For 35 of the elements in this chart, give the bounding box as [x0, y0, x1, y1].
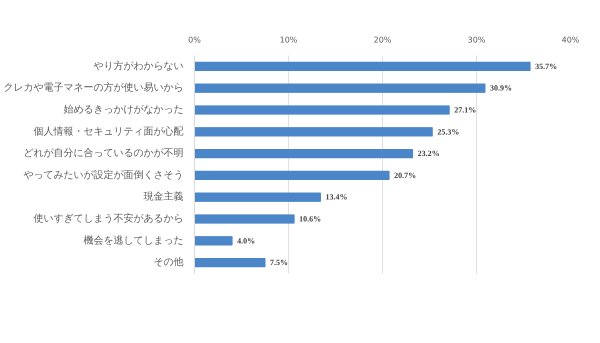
x-tick-label: 30%: [468, 36, 486, 44]
bar: [194, 236, 233, 246]
y-tick-label: どれが自分に合っているのかが不明: [24, 147, 184, 160]
y-tick-label: 機会を逃してしまった: [84, 234, 184, 246]
bar: [194, 105, 450, 115]
y-tick-label: やってみたいが設定が面倒くさそう: [24, 168, 184, 181]
y-tick-label: クレカや電子マネーの方が使い易いから: [4, 82, 184, 94]
y-tick-label: 現金主義: [144, 190, 184, 203]
data-label: 25.3%: [437, 127, 460, 136]
y-tick-label: その他: [154, 256, 184, 268]
data-label: 27.1%: [454, 106, 476, 114]
x-tick-label: 0%: [188, 36, 202, 44]
x-tick-label: 10%: [280, 36, 298, 44]
data-label: 23.2%: [418, 149, 440, 158]
data-label: 20.7%: [394, 170, 416, 180]
bar: [194, 214, 295, 224]
bar: [194, 148, 414, 158]
data-label: 7.5%: [270, 258, 288, 268]
bar: [194, 170, 390, 180]
bar: [194, 62, 531, 72]
y-tick-label: やり方がわからない: [94, 60, 184, 72]
y-tick-label: 使いすぎてしまう不安があるから: [34, 212, 184, 224]
data-label: 13.4%: [325, 192, 348, 202]
bar: [194, 192, 321, 202]
bar: [194, 127, 433, 136]
x-tick-label: 20%: [374, 36, 392, 44]
data-label: 4.0%: [237, 236, 256, 246]
y-tick-label: 始めるきっかけがなかった: [64, 104, 184, 116]
bar: [194, 84, 486, 93]
x-tick-label: 40%: [562, 36, 580, 44]
y-tick-label: 個人情報・セキュリティ面が心配: [34, 125, 184, 138]
data-label: 35.7%: [535, 62, 558, 71]
bar: [194, 258, 266, 268]
data-label: 10.6%: [299, 214, 322, 224]
data-label: 30.9%: [490, 84, 512, 93]
